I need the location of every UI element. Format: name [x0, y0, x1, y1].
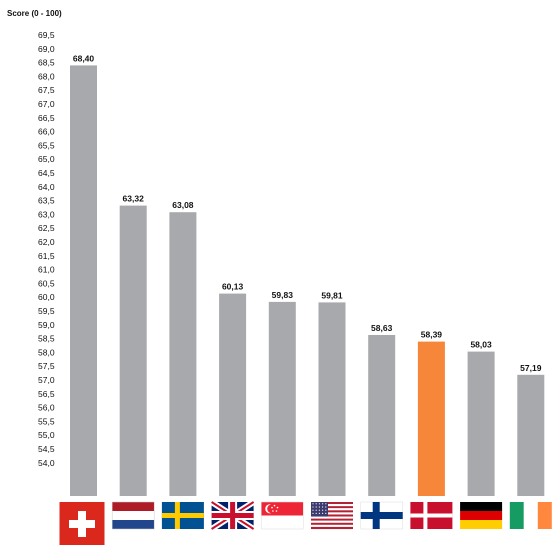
y-tick-label: 56,0 [38, 403, 55, 413]
y-tick-label: 67,0 [38, 99, 55, 109]
y-tick-label: 55,5 [38, 416, 55, 426]
y-tick-label: 58,0 [38, 347, 55, 357]
value-label: 57,19 [520, 363, 542, 373]
value-label: 58,03 [470, 340, 492, 350]
y-tick-label: 55,0 [38, 430, 55, 440]
value-label: 59,83 [272, 290, 294, 300]
y-tick-label: 63,5 [38, 196, 55, 206]
bar-ireland [517, 375, 544, 496]
y-tick-label: 54,0 [38, 458, 55, 468]
value-label: 58,39 [421, 330, 443, 340]
bar-united-states [319, 302, 346, 496]
flag-united-kingdom-icon [212, 502, 254, 529]
bar-netherlands [120, 206, 147, 496]
flag-denmark-icon [410, 502, 452, 529]
y-tick-label: 61,0 [38, 265, 55, 275]
y-tick-label: 66,5 [38, 113, 55, 123]
value-label: 58,63 [371, 323, 393, 333]
y-tick-label: 61,5 [38, 251, 55, 261]
y-tick-label: 68,5 [38, 58, 55, 68]
y-tick-label: 56,5 [38, 389, 55, 399]
bar-germany [468, 352, 495, 496]
y-tick-label: 60,0 [38, 292, 55, 302]
bar-switzerland [70, 65, 97, 496]
y-tick-label: 65,5 [38, 140, 55, 150]
y-tick-label: 68,0 [38, 71, 55, 81]
bar-finland [368, 335, 395, 496]
y-tick-label: 57,5 [38, 361, 55, 371]
value-label: 60,13 [222, 282, 244, 292]
flag-germany-icon [460, 502, 502, 529]
y-tick-label: 67,5 [38, 85, 55, 95]
y-tick-label: 57,0 [38, 375, 55, 385]
y-tick-label: 64,0 [38, 182, 55, 192]
y-tick-label: 62,0 [38, 237, 55, 247]
bar-denmark [418, 342, 445, 496]
flag-netherlands-icon [112, 502, 154, 529]
flag-finland-icon [361, 502, 403, 529]
flag-ireland-icon [510, 502, 552, 529]
bar-sweden [169, 212, 196, 496]
y-tick-label: 69,5 [38, 30, 55, 40]
value-label: 59,81 [321, 290, 343, 300]
y-tick-label: 65,0 [38, 154, 55, 164]
y-tick-label: 63,0 [38, 209, 55, 219]
country-flags [60, 502, 552, 545]
y-axis-label: Score (0 - 100) [7, 9, 62, 18]
value-label: 68,40 [73, 53, 95, 63]
y-tick-label: 59,5 [38, 306, 55, 316]
y-tick-label: 62,5 [38, 223, 55, 233]
y-tick-label: 69,0 [38, 44, 55, 54]
flag-sweden-icon [162, 502, 204, 529]
y-tick-label: 64,5 [38, 168, 55, 178]
bar-singapore [269, 302, 296, 496]
flag-switzerland-icon [60, 502, 105, 545]
value-label: 63,32 [123, 194, 145, 204]
value-label: 63,08 [172, 200, 194, 210]
bar-united-kingdom [219, 294, 246, 496]
y-tick-label: 54,5 [38, 444, 55, 454]
y-tick-label: 58,5 [38, 334, 55, 344]
y-tick-label: 60,5 [38, 278, 55, 288]
y-axis-ticks: 54,0 54,5 55,0 55,5 56,0 56,5 57,0 57,5 58,0 58,5… [38, 30, 55, 468]
y-tick-label: 59,0 [38, 320, 55, 330]
bars [70, 65, 544, 496]
flag-united-states-icon [311, 502, 353, 529]
y-tick-label: 66,0 [38, 127, 55, 137]
flag-singapore-icon [261, 502, 303, 529]
